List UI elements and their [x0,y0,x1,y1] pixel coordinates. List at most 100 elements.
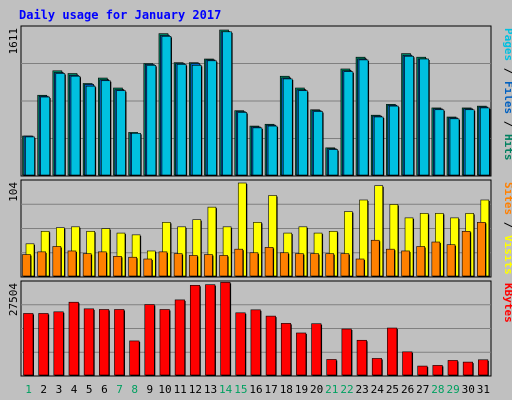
bar-pages-day-1 [25,136,36,176]
bar-sites-day-14 [219,255,229,277]
bar-pages-day-13 [207,60,218,176]
bar-sites-day-20-fill [310,253,319,277]
bar-sites-day-9-fill [143,258,153,277]
bar-pages-day-29-fill [449,118,460,176]
bar-pages-day-21-fill [328,149,339,176]
bar-sites-day-2 [37,251,47,277]
bar-sites-day-27-fill [416,246,425,277]
bar-kbytes-day-18-fill [280,323,292,376]
bar-sites-day-1-fill [22,254,31,277]
bar-kbytes-day-7 [114,309,125,376]
series-label-part-2: / [502,215,512,235]
bar-sites-day-6-fill [98,251,107,277]
bar-kbytes-day-24-fill [371,358,383,376]
panel-3-ymax-label: 27504 [7,283,20,316]
bar-sites-day-12-fill [188,255,198,277]
bar-pages-day-5-fill [85,85,96,176]
bar-kbytes-day-20 [311,323,323,376]
x-tick-day-29: 29 [446,383,459,396]
bar-sites-day-23 [355,258,366,277]
bar-sites-day-11-fill [173,253,183,277]
bar-pages-day-3 [55,73,66,176]
bar-sites-day-25-fill [386,248,395,277]
bar-sites-day-21-fill [325,253,335,277]
bar-sites-day-6 [98,251,108,277]
bar-kbytes-day-16-fill [250,309,261,376]
series-label-part-4: / [502,114,512,134]
bar-pages-day-14-fill [222,31,232,176]
bar-sites-day-19-fill [295,253,304,277]
bar-pages-day-4 [70,75,81,176]
bar-pages-day-7-fill [116,90,126,176]
bar-kbytes-day-13 [205,284,216,376]
bar-pages-day-30-fill [464,109,475,176]
bar-kbytes-day-8-fill [129,340,140,376]
bar-kbytes-day-11-fill [174,299,185,376]
bar-pages-day-23 [358,59,370,176]
panel-2-ymax-label: 104 [7,182,20,202]
x-tick-day-13: 13 [204,383,217,396]
bar-pages-day-28 [434,109,445,176]
bar-kbytes-day-30-fill [462,361,473,376]
x-tick-day-22: 22 [340,383,353,396]
bar-pages-day-25 [389,105,400,176]
x-tick-day-12: 12 [189,383,202,396]
bar-pages-day-31-fill [480,107,490,176]
bar-pages-day-9 [146,65,157,176]
panel-1-ymax-label: 1611 [7,28,20,55]
bar-sites-day-23-fill [355,258,365,277]
bar-pages-day-29 [449,118,461,176]
bar-sites-day-18 [279,252,290,277]
bar-sites-day-7 [113,256,123,277]
panel-3: 27504 KBytes [7,280,512,377]
bar-sites-day-21 [325,253,335,277]
bar-pages-day-11 [176,64,188,176]
x-tick-day-24: 24 [371,383,385,396]
bar-kbytes-day-17 [265,315,277,376]
x-tick-day-15: 15 [234,383,247,396]
x-tick-labels: 1 2 3 4 5 6 7 8 9 10 11 12 13 14 15 16 17 18 19 20 21 22 23 24 2… [25,383,490,396]
bar-pages-day-24-fill [373,116,384,176]
bar-kbytes-day-8 [129,340,141,376]
bar-sites-day-29 [446,244,457,277]
x-tick-day-4: 4 [71,383,78,396]
bar-kbytes-day-2 [38,313,50,376]
bar-pages-day-14 [222,31,233,177]
bar-kbytes-day-20-fill [311,323,322,376]
bar-sites-day-4-fill [67,250,77,277]
bar-kbytes-day-4-fill [68,301,79,376]
bar-pages-day-28-fill [434,109,445,176]
bar-sites-day-16-fill [249,252,259,277]
bar-sites-day-4 [67,250,77,277]
bar-sites-day-3 [52,246,62,277]
bar-kbytes-day-27 [417,365,429,376]
bar-kbytes-day-4 [68,301,80,376]
x-tick-day-8: 8 [131,383,138,396]
bar-pages-day-4-fill [70,75,81,176]
bar-kbytes-day-15-fill [235,312,246,376]
bar-sites-day-8 [128,256,138,277]
bar-kbytes-day-6 [99,309,110,376]
bar-kbytes-day-12 [189,285,201,376]
bar-kbytes-day-15 [235,312,247,376]
bar-kbytes-day-5-fill [83,308,94,376]
panel-2-series-label: Sites / Visits [502,182,512,275]
bar-kbytes-day-28-fill [432,365,443,376]
bar-kbytes-day-9 [144,304,156,376]
panel-2: 104 Sites / Visits [7,179,512,278]
bar-pages-day-25-fill [389,105,399,176]
bar-kbytes-day-2-fill [38,313,49,376]
series-label-part-3: Files [502,81,512,114]
x-tick-day-21: 21 [325,383,338,396]
bar-kbytes-day-24 [371,358,383,376]
bar-sites-day-5-fill [82,253,92,277]
x-tick-day-3: 3 [56,383,63,396]
bar-pages-day-7 [116,90,127,176]
bar-kbytes-day-26 [402,351,414,376]
x-tick-day-31: 31 [477,383,490,396]
bar-kbytes-day-23 [356,339,368,376]
bar-kbytes-day-19 [296,332,307,376]
bar-pages-day-16 [252,127,263,176]
bar-kbytes-day-14-fill [220,282,231,376]
